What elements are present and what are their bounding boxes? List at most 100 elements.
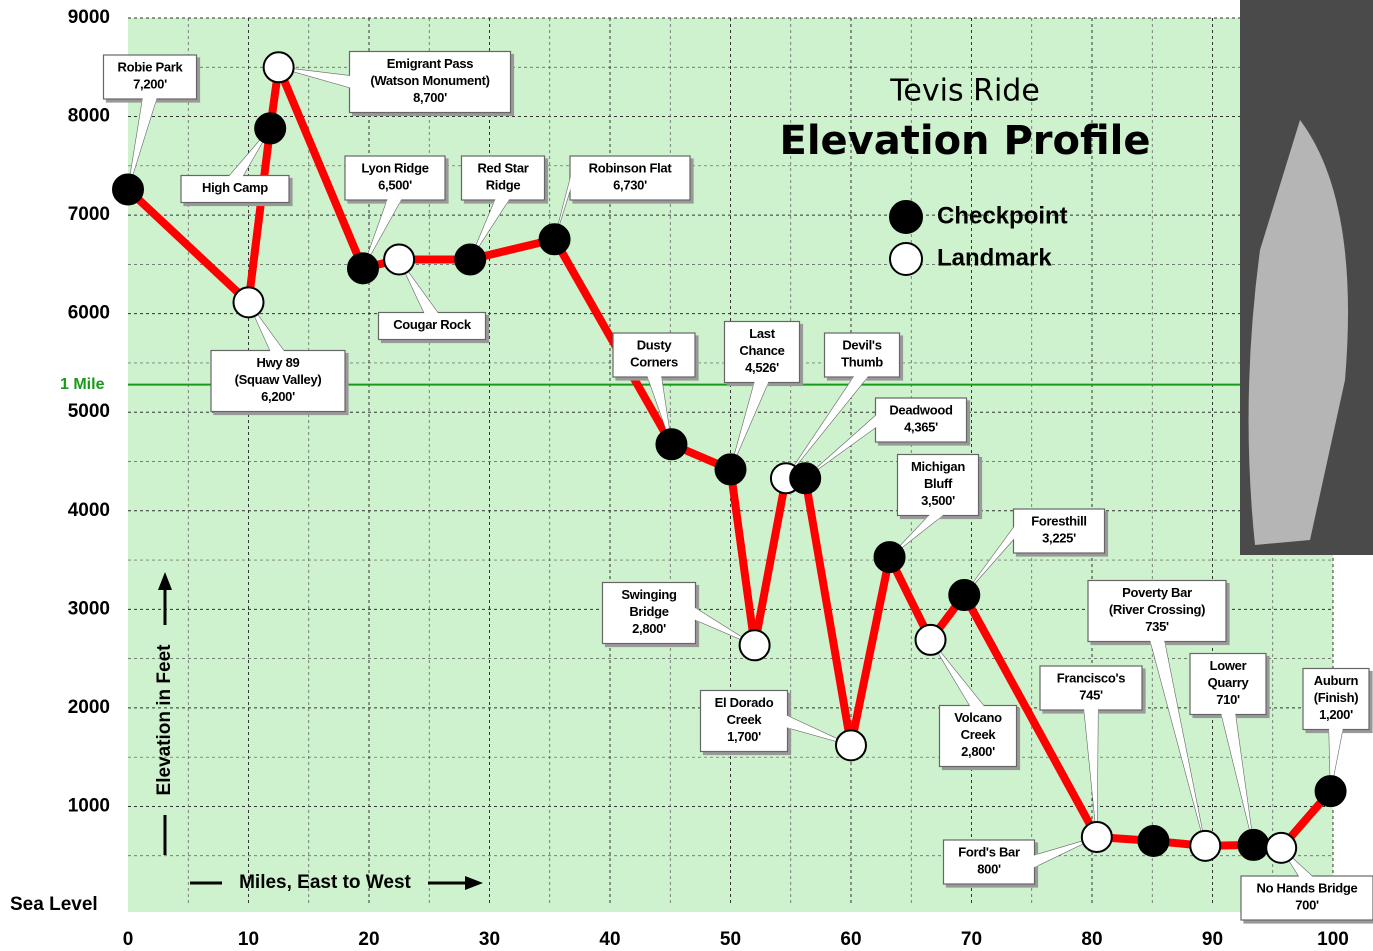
legend-marker <box>890 201 922 233</box>
callout-text: Creek <box>727 712 763 727</box>
callout-text: Bridge <box>629 604 668 619</box>
legend-label: Checkpoint <box>937 202 1068 229</box>
x-tick-label: 90 <box>1202 929 1223 950</box>
callout-text: 3,500' <box>921 493 955 508</box>
callout-text: 700' <box>1295 897 1319 912</box>
chart: Robie Park 7,200' High Camp Emigrant Pass (W… <box>0 0 1373 951</box>
callout-text: Thumb <box>841 354 883 369</box>
point <box>1082 822 1112 852</box>
x-tick-label: 100 <box>1317 929 1349 950</box>
legend-label: Landmark <box>937 244 1052 271</box>
point <box>455 244 485 274</box>
x-tick-label: 10 <box>238 929 259 950</box>
point <box>1266 833 1296 863</box>
callout-text: El Dorado <box>715 695 774 710</box>
callout-text: Creek <box>961 727 997 742</box>
callout-text: Red Star <box>477 160 528 175</box>
callout-text: Volcano <box>954 710 1002 725</box>
callout-text: Emigrant Pass <box>387 56 473 71</box>
point <box>264 52 294 82</box>
point <box>384 244 414 274</box>
callout-text: 6,200' <box>261 389 295 404</box>
y-tick-label: 1000 <box>68 795 110 816</box>
callout-text: High Camp <box>202 180 268 195</box>
callout-text: Swinging <box>621 587 677 602</box>
callout-text: Lyon Ridge <box>361 160 428 175</box>
point <box>790 463 820 493</box>
x-tick-label: 80 <box>1081 929 1102 950</box>
x-tick-label: 70 <box>961 929 982 950</box>
point <box>1316 776 1346 806</box>
callout-text: 6,730' <box>613 177 647 192</box>
callout-text: Ridge <box>486 177 521 192</box>
callout-text: Foresthill <box>1031 513 1087 528</box>
callout-text: Deadwood <box>889 402 953 417</box>
callout-text: Last <box>749 326 776 341</box>
callout-text: Hwy 89 <box>256 355 299 370</box>
callout-text: Devil's <box>842 337 881 352</box>
callout-text: 710' <box>1216 692 1240 707</box>
callout-text: Quarry <box>1208 675 1250 690</box>
callout-text: (Finish) <box>1314 690 1359 705</box>
x-tick-label: 0 <box>123 929 134 950</box>
callout-text: 2,800' <box>961 744 995 759</box>
callout-text: 4,526' <box>745 360 779 375</box>
callout-text: Ford's Bar <box>958 844 1020 859</box>
point <box>1190 831 1220 861</box>
point <box>656 429 686 459</box>
callout-text: (Watson Monument) <box>370 73 489 88</box>
x-tick-label: 40 <box>599 929 620 950</box>
callout-text: 4,365' <box>904 419 938 434</box>
reference-label: 1 Mile <box>60 376 105 393</box>
callout-text: Robinson Flat <box>589 160 673 175</box>
x-tick-label: 50 <box>720 929 741 950</box>
point <box>540 224 570 254</box>
callout-text: 1,700' <box>727 729 761 744</box>
callout-text: Robie Park <box>118 59 184 74</box>
point <box>716 454 746 484</box>
callout-text: 6,500' <box>378 177 412 192</box>
point <box>113 174 143 204</box>
y-tick-label: 4000 <box>68 500 110 521</box>
y-tick-label: 7000 <box>68 204 110 225</box>
point <box>1238 830 1268 860</box>
callout-text: 1,200' <box>1319 707 1353 722</box>
callout-text: 7,200' <box>133 76 167 91</box>
legend-marker <box>890 243 922 275</box>
callout-text: 2,800' <box>632 621 666 636</box>
callout-text: Lower <box>1210 658 1247 673</box>
x-tick-label: 60 <box>840 929 861 950</box>
point <box>916 625 946 655</box>
callout-text: 3,225' <box>1042 530 1076 545</box>
callout-text: 800' <box>977 861 1001 876</box>
x-tick-label: 20 <box>358 929 379 950</box>
callout-text: 745' <box>1079 687 1103 702</box>
point <box>255 113 285 143</box>
point <box>836 730 866 760</box>
callout-text: Chance <box>739 343 784 358</box>
point <box>740 630 770 660</box>
callout-text: Cougar Rock <box>393 317 472 332</box>
y-axis-label: Elevation in Feet <box>154 644 175 796</box>
callout-text: (Squaw Valley) <box>235 372 322 387</box>
point <box>949 580 979 610</box>
callout-text: Dusty <box>637 337 673 352</box>
y-tick-label: 2000 <box>68 697 110 718</box>
callout-text: Francisco's <box>1057 670 1126 685</box>
point <box>234 287 264 317</box>
callout-text: No Hands Bridge <box>1257 880 1358 895</box>
x-axis-label: Miles, East to West <box>239 872 411 893</box>
y-tick-label: 8000 <box>68 106 110 127</box>
callout-text: 735' <box>1145 619 1169 634</box>
x-tick-label: 30 <box>479 929 500 950</box>
callout-text: Bluff <box>924 476 953 491</box>
point <box>348 253 378 283</box>
y-tick-label: 5000 <box>68 401 110 422</box>
callout-text: (River Crossing) <box>1109 602 1205 617</box>
point <box>875 542 905 572</box>
y-tick-label: 9000 <box>68 7 110 28</box>
y-tick-label: 6000 <box>68 303 110 324</box>
chart-title: Elevation Profile <box>780 118 1151 164</box>
callout-text: Michigan <box>911 459 965 474</box>
callout-text: Auburn <box>1314 673 1359 688</box>
